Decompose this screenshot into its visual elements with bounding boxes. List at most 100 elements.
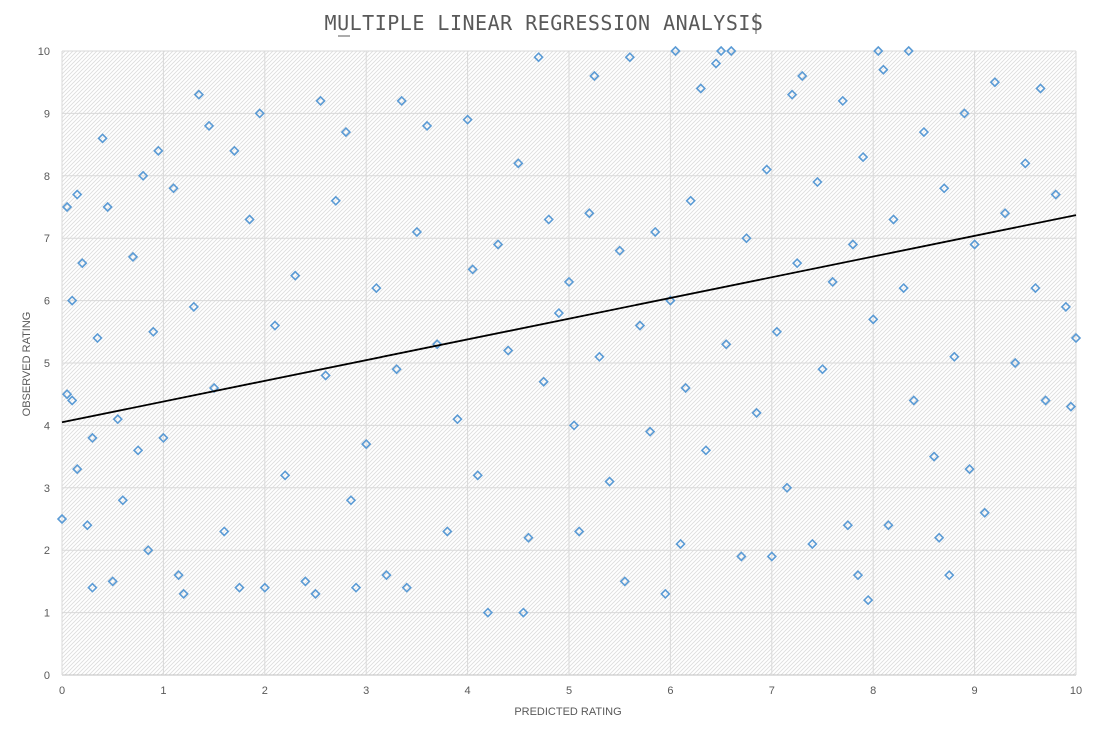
data-point xyxy=(817,364,828,375)
data-point xyxy=(619,576,630,587)
data-point xyxy=(939,183,950,194)
data-point xyxy=(259,582,270,593)
data-point xyxy=(173,570,184,581)
x-tick-label: 8 xyxy=(870,685,876,697)
x-axis-title: PREDICTED RATING xyxy=(514,706,621,718)
data-point xyxy=(568,420,580,431)
data-point xyxy=(315,95,326,107)
data-point xyxy=(928,451,940,462)
data-point xyxy=(715,45,727,57)
data-point xyxy=(482,607,494,618)
data-point xyxy=(594,351,605,362)
data-point xyxy=(857,151,869,163)
data-point xyxy=(888,214,899,225)
data-point xyxy=(203,120,215,132)
data-point xyxy=(193,89,205,100)
data-point xyxy=(979,507,990,518)
x-tick-label: 7 xyxy=(769,685,775,697)
data-point xyxy=(1065,401,1077,412)
data-point xyxy=(589,70,600,82)
data-point xyxy=(827,276,838,288)
data-point xyxy=(634,320,646,331)
data-point xyxy=(1050,189,1061,200)
data-point xyxy=(188,301,199,312)
x-tick-label: 2 xyxy=(262,685,268,697)
data-point xyxy=(56,513,68,525)
data-point xyxy=(61,389,73,400)
data-point xyxy=(700,445,712,456)
data-point xyxy=(127,251,139,263)
data-point xyxy=(87,432,98,444)
data-point xyxy=(933,532,945,543)
data-point xyxy=(999,208,1011,219)
data-point xyxy=(1040,395,1051,406)
data-point xyxy=(132,445,144,456)
data-point xyxy=(1010,357,1021,369)
y-tick-label: 6 xyxy=(44,296,50,308)
data-point xyxy=(452,414,463,425)
data-point xyxy=(219,526,230,537)
data-point xyxy=(1070,332,1082,344)
data-point xyxy=(614,245,625,256)
data-point xyxy=(949,351,960,362)
data-point xyxy=(771,326,783,337)
data-point xyxy=(680,382,691,394)
data-point xyxy=(624,52,635,63)
chart-title: MULTIPLE LINEAR REGRESSION ANALYSIS xyxy=(325,11,764,35)
data-point xyxy=(117,495,128,506)
data-point xyxy=(350,582,362,593)
data-points xyxy=(56,45,1082,618)
data-point xyxy=(153,145,164,156)
data-point xyxy=(67,395,78,406)
data-point xyxy=(1035,83,1046,94)
data-point xyxy=(1030,282,1041,294)
data-point xyxy=(873,45,884,57)
y-tick-label: 10 xyxy=(38,46,50,58)
data-point xyxy=(862,594,874,606)
data-point xyxy=(852,570,864,581)
y-tick-label: 0 xyxy=(44,670,50,682)
y-tick-label: 7 xyxy=(44,233,50,245)
x-tick-label: 6 xyxy=(667,685,673,697)
data-point xyxy=(472,470,483,481)
data-point xyxy=(345,495,357,506)
data-point xyxy=(396,95,407,107)
data-point xyxy=(67,295,78,306)
data-point xyxy=(269,320,281,331)
data-point xyxy=(883,520,894,531)
data-point xyxy=(72,189,83,200)
data-point xyxy=(234,582,245,593)
data-point xyxy=(553,307,564,319)
data-point xyxy=(604,476,615,487)
gridlines xyxy=(61,50,1077,676)
data-point xyxy=(92,332,103,344)
data-point xyxy=(254,108,265,119)
data-point xyxy=(736,551,747,562)
x-tick-label: 3 xyxy=(363,685,369,697)
y-tick-label: 4 xyxy=(44,420,50,432)
data-point xyxy=(786,89,798,100)
data-point xyxy=(584,208,595,219)
data-point xyxy=(650,226,661,238)
data-point xyxy=(574,526,585,537)
data-point xyxy=(87,582,98,593)
data-point xyxy=(467,264,478,275)
y-tick-label: 3 xyxy=(44,483,50,495)
data-point xyxy=(381,570,392,581)
data-point xyxy=(868,314,879,325)
data-point xyxy=(158,432,169,444)
y-tick-label: 1 xyxy=(44,608,50,620)
data-point xyxy=(229,145,240,156)
data-point xyxy=(685,195,696,206)
data-point xyxy=(842,520,853,531)
data-point xyxy=(432,339,443,350)
data-point xyxy=(959,108,970,119)
data-point xyxy=(878,64,889,75)
x-tick-label: 1 xyxy=(160,685,166,697)
data-point xyxy=(766,551,777,562)
data-point xyxy=(148,326,159,337)
data-point xyxy=(178,588,189,600)
data-point xyxy=(279,470,291,481)
data-point xyxy=(371,282,382,294)
data-point xyxy=(290,270,301,281)
